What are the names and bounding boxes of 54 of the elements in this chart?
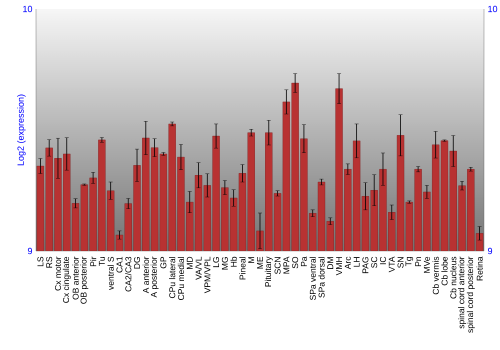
y2-tick-label: 9 xyxy=(488,248,492,254)
y2-tick-label: 10 xyxy=(488,6,498,12)
x-tick-label: GP xyxy=(160,256,166,268)
x-tick-label: Cb lobe xyxy=(441,256,448,286)
x-tick-label: MG xyxy=(222,257,228,270)
x-tick-label: Pn xyxy=(415,257,422,266)
x-tick-label: Pineal xyxy=(239,257,246,280)
x-tick-label: ME xyxy=(257,256,263,269)
x-tick-label: VTA xyxy=(388,256,395,272)
x-tick-label: LH xyxy=(354,257,360,267)
x-tick-label: Pir xyxy=(90,256,96,266)
x-tick-label: M xyxy=(248,257,254,263)
x-tick-label: SN xyxy=(398,257,404,268)
x-tick-label: spinal cord anterior xyxy=(458,256,466,329)
x-tick-label: DM xyxy=(327,257,334,269)
x-tick-label: SO xyxy=(292,256,298,268)
x-tick-label: CA2/CA3 xyxy=(125,256,132,292)
x-tick-label: ventral S xyxy=(108,256,114,290)
y-axis-title: Log2 (expression) xyxy=(17,94,26,166)
x-tick-label: SC xyxy=(371,256,378,268)
x-tick-label: A posterior xyxy=(150,256,159,298)
x-tick-label: SPa dorsal xyxy=(318,257,325,298)
x-tick-label: Cb nucleus xyxy=(450,256,456,299)
x-tick-label: OB anterior xyxy=(72,256,79,300)
x-tick-label: Arc xyxy=(344,256,351,270)
x-tick-label: SPa ventral xyxy=(310,257,316,300)
x-tick-label: LS xyxy=(37,256,44,266)
x-tick-label: SCN xyxy=(274,257,281,274)
x-tick-label: Cx cingulate xyxy=(62,256,71,303)
x-tick-label: Tu xyxy=(98,257,105,266)
x-tick-label: CA1 xyxy=(116,256,122,273)
x-tick-label: Retina xyxy=(476,256,483,280)
x-tick-label: A anterior xyxy=(142,256,149,294)
x-tick-label: VMH xyxy=(336,257,342,276)
x-tick-label: LG xyxy=(213,257,220,268)
x-tick-label: Pituitary xyxy=(264,256,273,286)
x-tick-label: RS xyxy=(46,256,52,268)
x-tick-label: Cb vermis xyxy=(432,256,439,294)
x-tick-label: spinal cord posterior xyxy=(466,256,475,333)
x-tick-label: MD xyxy=(186,256,193,269)
x-tick-label: IC xyxy=(380,256,386,264)
x-tick-label: VA/VL xyxy=(195,256,202,280)
x-tick-label: OB posterior xyxy=(80,256,88,304)
x-tick-label: CPu lateral xyxy=(169,257,176,298)
x-tick-label: MPA xyxy=(283,256,290,274)
x-tick-label: VPM/VPL xyxy=(204,256,210,294)
x-tick-label: Tg xyxy=(406,256,414,266)
x-tick-label: Hb xyxy=(230,256,237,267)
x-tick-label: CPu medial xyxy=(178,257,184,300)
x-tick-label: DG xyxy=(134,257,140,269)
x-tick-label: MVe xyxy=(424,256,430,273)
x-tick-label: Pa xyxy=(300,256,307,266)
x-tick-label: Cx motor xyxy=(54,256,61,290)
x-tick-label: PAG xyxy=(362,257,368,274)
